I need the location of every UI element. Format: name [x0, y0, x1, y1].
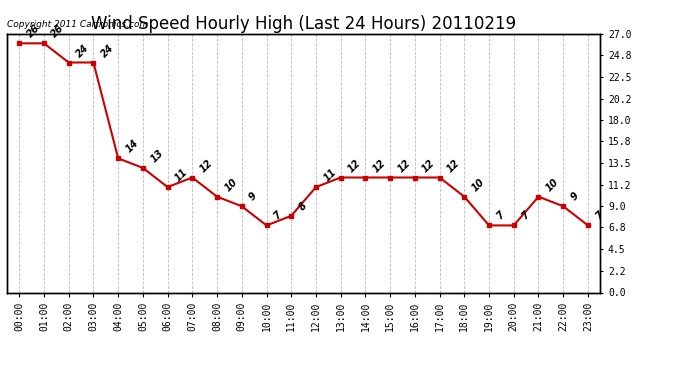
Text: 13: 13	[148, 148, 165, 164]
Text: 10: 10	[470, 177, 486, 193]
Text: 7: 7	[495, 210, 506, 222]
Text: 7: 7	[272, 210, 284, 222]
Text: Wind Speed Hourly High (Last 24 Hours) 20110219: Wind Speed Hourly High (Last 24 Hours) 2…	[91, 15, 516, 33]
Text: 10: 10	[544, 177, 561, 193]
Text: 9: 9	[569, 191, 580, 203]
Text: 14: 14	[124, 138, 140, 155]
Text: 8: 8	[297, 200, 308, 212]
Text: 12: 12	[395, 158, 413, 174]
Text: Copyright 2011 Cartronics.com: Copyright 2011 Cartronics.com	[7, 20, 148, 28]
Text: 26: 26	[25, 23, 41, 40]
Text: 11: 11	[322, 167, 338, 183]
Text: 9: 9	[247, 191, 259, 203]
Text: 12: 12	[445, 158, 462, 174]
Text: 10: 10	[223, 177, 239, 193]
Text: 7: 7	[520, 210, 531, 222]
Text: 12: 12	[346, 158, 363, 174]
Text: 26: 26	[50, 23, 66, 40]
Text: 12: 12	[371, 158, 388, 174]
Text: 24: 24	[99, 42, 116, 59]
Text: 11: 11	[173, 167, 190, 183]
Text: 12: 12	[420, 158, 437, 174]
Text: 12: 12	[198, 158, 215, 174]
Text: 7: 7	[593, 210, 605, 222]
Text: 24: 24	[75, 42, 91, 59]
